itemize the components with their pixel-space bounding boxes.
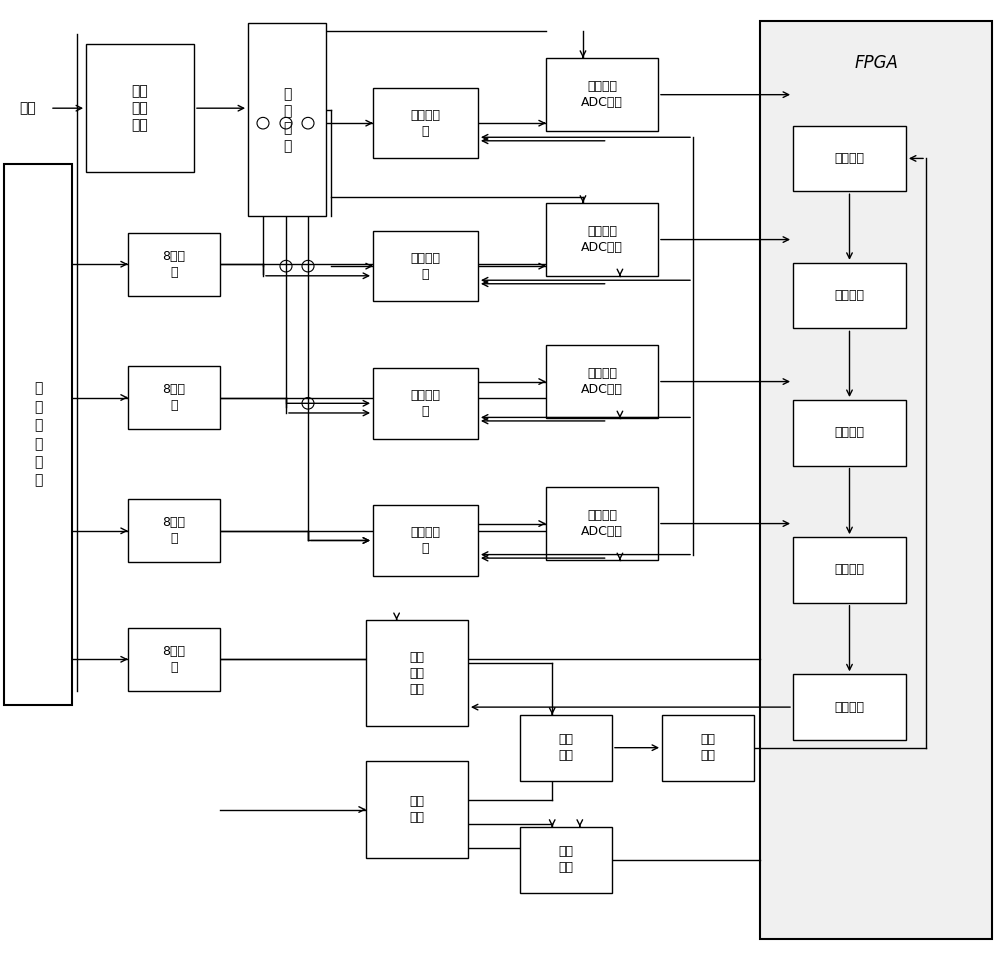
Bar (373, 505, 478, 576)
Text: 高采样率
ADC芝片: 高采样率 ADC芝片 (581, 509, 623, 538)
Bar (128, 233, 220, 296)
Bar (793, 537, 906, 603)
Text: 8分频
器: 8分频 器 (162, 644, 186, 674)
Bar (366, 620, 468, 726)
Bar (760, 21, 992, 939)
Bar (662, 715, 754, 781)
Text: 延迟调节
器: 延迟调节 器 (411, 526, 440, 555)
Bar (546, 345, 658, 418)
Bar (128, 366, 220, 429)
Bar (793, 126, 906, 191)
Text: FPGA: FPGA (854, 54, 898, 71)
Bar (373, 368, 478, 439)
Text: 高采样率
ADC芝片: 高采样率 ADC芝片 (581, 80, 623, 109)
Bar (520, 827, 612, 893)
Text: 8分频
器: 8分频 器 (162, 383, 186, 412)
Text: 输入: 输入 (20, 101, 36, 115)
Bar (546, 58, 658, 131)
Text: 驱
动
电
路: 驱 动 电 路 (283, 87, 291, 153)
Text: 触发
使能: 触发 使能 (410, 795, 424, 824)
Bar (4, 164, 72, 705)
Bar (248, 23, 326, 216)
Bar (366, 761, 468, 858)
Text: 延迟调节
器: 延迟调节 器 (411, 108, 440, 138)
Bar (128, 499, 220, 562)
Bar (373, 231, 478, 301)
Bar (793, 400, 906, 466)
Text: 二次
触发
使能: 二次 触发 使能 (410, 651, 424, 696)
Text: 高采样率
ADC芝片: 高采样率 ADC芝片 (581, 367, 623, 396)
Text: 采
样
时
钟
系
统: 采 样 时 钟 系 统 (34, 382, 42, 488)
Text: 延迟调节
器: 延迟调节 器 (411, 251, 440, 281)
Bar (793, 263, 906, 328)
Text: 触发
比较: 触发 比较 (701, 733, 716, 762)
Bar (86, 44, 194, 172)
Text: 高采样率
ADC芝片: 高采样率 ADC芝片 (581, 225, 623, 254)
Text: 通路选择: 通路选择 (834, 152, 864, 165)
Bar (520, 715, 612, 781)
Text: 延迟调节
器: 延迟调节 器 (411, 388, 440, 418)
Bar (546, 487, 658, 560)
Text: 脉宽
放大: 脉宽 放大 (559, 733, 574, 762)
Text: 脉宽计算: 脉宽计算 (834, 289, 864, 302)
Text: 时钟
同步: 时钟 同步 (559, 845, 574, 874)
Bar (793, 674, 906, 740)
Text: 信号
调理
电路: 信号 调理 电路 (132, 84, 148, 132)
Text: 8分频
器: 8分频 器 (162, 516, 186, 546)
Text: 8分频
器: 8分频 器 (162, 249, 186, 279)
Text: 延迟调节: 延迟调节 (834, 563, 864, 577)
Bar (373, 88, 478, 158)
Text: 相位测量: 相位测量 (834, 426, 864, 440)
Text: 二次测量: 二次测量 (834, 700, 864, 714)
Bar (546, 203, 658, 276)
Bar (128, 628, 220, 691)
